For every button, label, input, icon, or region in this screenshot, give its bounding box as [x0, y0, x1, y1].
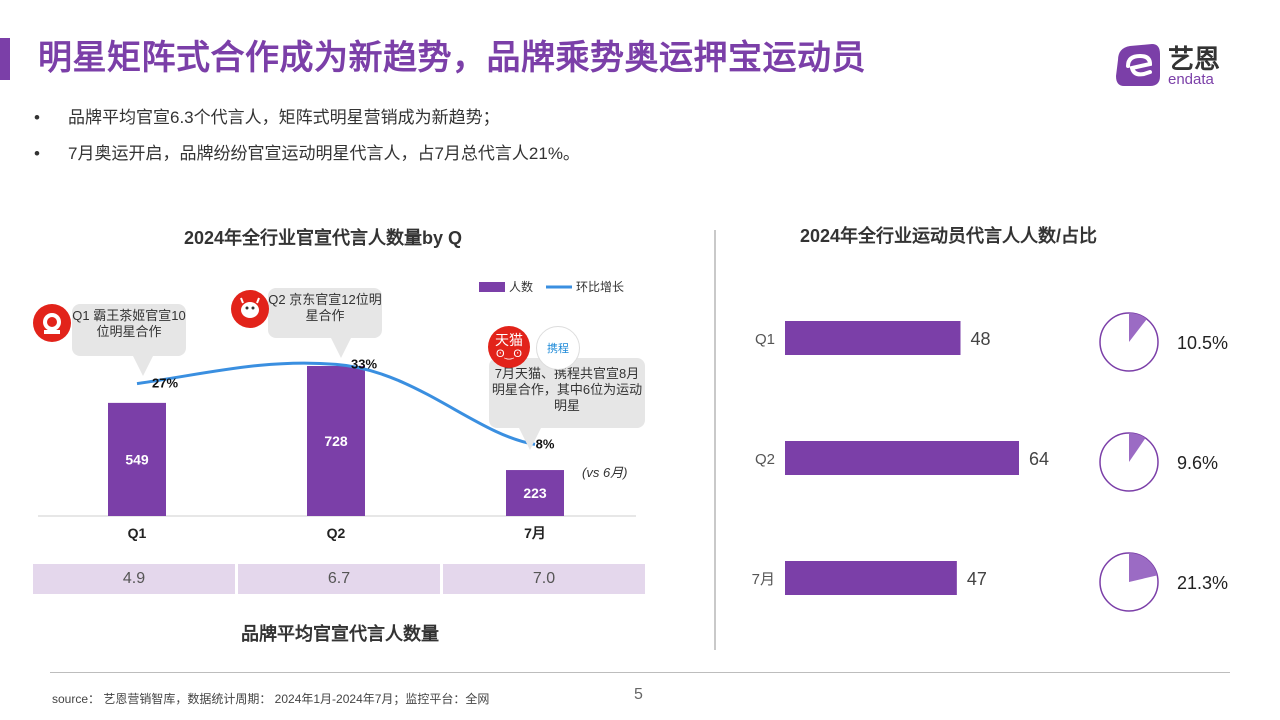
bar-Q1 — [108, 402, 166, 516]
x-tick-label: Q1 — [128, 525, 147, 541]
endata-logo-icon: 艺恩 endata — [1116, 44, 1220, 88]
bar-7月 — [506, 470, 564, 516]
pie-slice — [1129, 433, 1146, 462]
source-note: source： 艺恩营销智库，数据统计周期： 2024年1月-2024年7月；监… — [52, 692, 490, 706]
page-title: 明星矩阵式合作成为新趋势，品牌乘势奥运押宝运动员 — [38, 39, 866, 77]
pie-percent-label: 9.6% — [1177, 453, 1218, 473]
hbar-7月 — [785, 561, 957, 595]
summary-bullets: 品牌平均官宣6.3个代言人，矩阵式明星营销成为新趋势； 7月奥运开启，品牌纷纷官… — [30, 105, 580, 177]
hbar-category-label: Q1 — [755, 331, 775, 348]
footer-line — [50, 672, 1230, 673]
bar-value-label: 728 — [324, 433, 348, 449]
vs-note: (vs 6月) — [582, 465, 628, 480]
ctrip-logo-icon: 携程 — [536, 326, 580, 370]
tmall-label: 天猫 — [495, 332, 523, 348]
bullet-item: 7月奥运开启，品牌纷纷官宣运动明星代言人，占7月总代言人21%。 — [30, 141, 580, 177]
callout-jul: 7月天猫、携程共官宣8月明星合作，其中6位为运动明星 — [489, 358, 645, 450]
hbar-Q1 — [785, 321, 961, 355]
growth-line — [136, 361, 536, 446]
callout-q2-text: Q2 京东官宣12位明星合作 — [268, 292, 382, 323]
bar-value-label: 223 — [523, 485, 547, 501]
avg-cell-q2: 6.7 — [238, 564, 440, 594]
tmall-logo-icon: 天猫 ʘ‿ʘ — [488, 326, 530, 368]
jd-logo-icon — [231, 290, 269, 328]
pie-percent-label: 21.3% — [1177, 573, 1228, 593]
right-chart-title: 2024年全行业运动员代言人人数/占比 — [800, 226, 1098, 246]
ctrip-label: 携程 — [547, 343, 569, 355]
logo-cn-text: 艺恩 — [1168, 44, 1220, 74]
logo-en-text: endata — [1168, 71, 1215, 88]
hbar-value-label: 47 — [967, 569, 987, 589]
x-tick-label: 7月 — [524, 525, 546, 541]
bar-value-label: 549 — [125, 451, 149, 467]
left-chart-title: 2024年全行业官宣代言人数量by Q — [184, 228, 463, 248]
avg-cell-q1: 4.9 — [33, 564, 235, 594]
callout-q1-tail — [132, 354, 154, 376]
growth-label: 27% — [152, 376, 178, 391]
hbar-category-label: Q2 — [755, 451, 775, 468]
callout-q1: Q1 霸王茶姬官宣10位明星合作 — [72, 304, 186, 376]
avg-label: 品牌平均官宣代言人数量 — [241, 624, 439, 644]
bar-Q2 — [307, 366, 365, 516]
pie-slice — [1129, 313, 1147, 342]
title-accent-bar — [0, 38, 10, 80]
callout-q1-text: Q1 霸王茶姬官宣10位明星合作 — [72, 308, 186, 339]
hbar-value-label: 48 — [971, 329, 991, 349]
callout-jul-text: 7月天猫、携程共官宣8月明星合作，其中6位为运动明星 — [491, 366, 643, 413]
right-hbar-pie-chart: Q1 48 Q2 64 7月 47 10.5% 9.6% 21.3% — [752, 312, 1228, 612]
page-number: 5 — [634, 686, 643, 703]
pie-slice — [1129, 553, 1158, 582]
callout-jul-tail — [519, 428, 541, 450]
hbar-value-label: 64 — [1029, 449, 1049, 469]
hbar-Q2 — [785, 441, 1019, 475]
chagee-logo-icon — [33, 304, 71, 342]
callout-q2-tail — [330, 336, 352, 358]
x-tick-label: Q2 — [327, 525, 346, 541]
bullet-item: 品牌平均官宣6.3个代言人，矩阵式明星营销成为新趋势； — [30, 105, 580, 141]
endata-logo: 艺恩 endata — [1112, 38, 1242, 90]
hbar-category-label: 7月 — [752, 571, 775, 588]
callout-q2: Q2 京东官宣12位明星合作 — [268, 288, 382, 358]
legend-swatch-bar — [479, 282, 505, 292]
vertical-divider — [714, 230, 716, 650]
legend-label-line: 环比增长 — [576, 280, 624, 294]
avg-cell-jul: 7.0 — [443, 564, 645, 594]
pie-percent-label: 10.5% — [1177, 333, 1228, 353]
growth-label: 33% — [351, 356, 377, 371]
legend-label-bar: 人数 — [509, 279, 533, 294]
